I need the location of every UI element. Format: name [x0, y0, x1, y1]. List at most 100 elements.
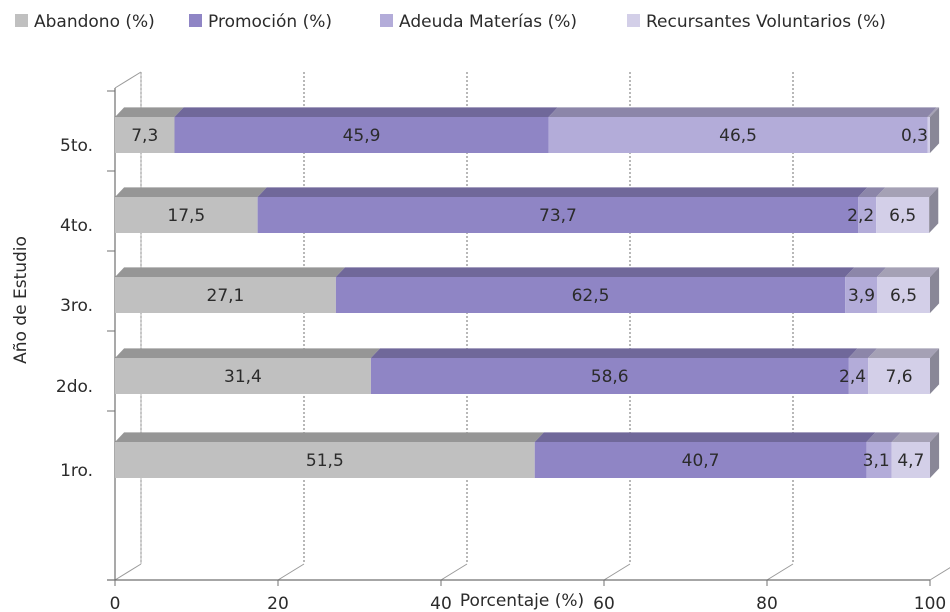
- data-label: 46,5: [719, 126, 757, 146]
- data-label: 6,5: [889, 206, 916, 226]
- bar-top-face: [891, 432, 940, 442]
- bar-segment: [257, 197, 859, 233]
- y-tick-label: 5to.: [60, 136, 93, 156]
- bar-segment: [335, 277, 846, 313]
- bar-segment: [548, 117, 928, 153]
- data-label: 4,7: [897, 451, 924, 471]
- bar-segment: [877, 277, 930, 313]
- bar-top-face: [534, 432, 876, 442]
- x-tick-label: 0: [110, 594, 121, 612]
- legend-item: Promoción (%): [189, 12, 332, 32]
- bar-segment: [115, 197, 258, 233]
- legend-label: Abandono (%): [34, 12, 155, 32]
- bar-top-face: [877, 267, 940, 277]
- legend-swatch: [627, 14, 640, 27]
- data-label: 62,5: [572, 286, 610, 306]
- data-label: 7,3: [131, 126, 158, 146]
- bar-top-face: [866, 432, 901, 442]
- x-tick-label: 40: [430, 594, 452, 612]
- legend-label: Promoción (%): [208, 12, 332, 32]
- data-label: 27,1: [207, 286, 245, 306]
- data-label: 0,3: [901, 126, 928, 146]
- data-label: 3,9: [848, 286, 875, 306]
- bar-end-face: [930, 348, 940, 394]
- bar-segment: [115, 277, 336, 313]
- y-tick-label: 2do.: [56, 377, 93, 397]
- y-tick-label: 4to.: [60, 216, 93, 236]
- bar-top-face: [848, 348, 878, 358]
- data-label: 7,6: [886, 367, 913, 387]
- bar-segment: [845, 277, 878, 313]
- legend-swatch: [380, 14, 393, 27]
- bar-end-face: [930, 107, 940, 153]
- bar-segment: [115, 117, 175, 153]
- bar-top-face: [115, 267, 345, 277]
- data-label: 2,4: [839, 367, 866, 387]
- data-label: 6,5: [890, 286, 917, 306]
- data-label: 51,5: [306, 451, 344, 471]
- bar-top-face: [115, 348, 381, 358]
- legend-item: Recursantes Voluntarios (%): [627, 12, 886, 32]
- x-axis-title: Porcentaje (%): [460, 591, 584, 611]
- data-label: 73,7: [539, 206, 577, 226]
- legend-item: Abandono (%): [15, 12, 155, 32]
- data-label: 2,2: [847, 206, 874, 226]
- data-label: 58,6: [591, 367, 629, 387]
- data-label: 40,7: [682, 451, 720, 471]
- gridlines: [114, 71, 950, 581]
- bar-segment: [115, 358, 371, 394]
- data-label: 31,4: [224, 367, 262, 387]
- data-label: 45,9: [343, 126, 381, 146]
- bar-segment: [370, 358, 849, 394]
- bar-top-face: [927, 107, 940, 117]
- floor-gridline: [603, 563, 631, 581]
- bar-end-face: [929, 187, 939, 233]
- bar-segment: [866, 442, 892, 478]
- legend-item: Adeuda Materías (%): [380, 12, 577, 32]
- bar-top-face: [257, 187, 868, 197]
- bar-segment: [534, 442, 867, 478]
- bar-segment: [848, 358, 869, 394]
- legend-swatch: [189, 14, 202, 27]
- bar-segment: [876, 197, 930, 233]
- bar-end-face: [930, 267, 940, 313]
- bar-segment: [174, 117, 549, 153]
- floor-gridline: [766, 563, 794, 581]
- floor-gridline: [277, 563, 305, 581]
- legend: Abandono (%) Promoción (%) Adeuda Materías…: [15, 12, 886, 32]
- y-axis-title: Año de Estudio: [11, 236, 31, 364]
- bar-top-face: [876, 187, 939, 197]
- axes: 0 20 40 60 80 100 1ro. 2do. 3ro. 4to. 5to.: [56, 88, 946, 612]
- y-tick-label: 3ro.: [60, 296, 93, 316]
- data-label: 3,1: [863, 451, 890, 471]
- bar-segment: [927, 117, 930, 153]
- floor-gridline: [929, 567, 950, 581]
- bar-segment: [858, 197, 877, 233]
- bar-top-face: [845, 267, 887, 277]
- bar-segment: [868, 358, 930, 394]
- y-tick-label: 1ro.: [60, 461, 93, 481]
- data-label: 17,5: [167, 206, 205, 226]
- legend-label: Adeuda Materías (%): [399, 12, 577, 32]
- x-tick-label: 80: [756, 594, 778, 612]
- bar-top-face: [548, 107, 937, 117]
- bar-top-face: [115, 187, 267, 197]
- bar-top-face: [858, 187, 886, 197]
- bar-end-face: [930, 432, 940, 478]
- legend-swatch: [15, 14, 28, 27]
- bar-top-face: [115, 107, 184, 117]
- bars: [115, 107, 940, 478]
- x-tick-label: 100: [914, 594, 946, 612]
- legend-label: Recursantes Voluntarios (%): [646, 12, 886, 32]
- data-labels: 51,5 40,7 3,1 4,7 31,4 58,6 2,4 7,6 27,1 62,5 3,9 6…: [131, 126, 928, 471]
- floor-gridline: [440, 563, 468, 581]
- bar-top-face: [174, 107, 558, 117]
- x-tick-label: 60: [593, 594, 615, 612]
- bar-segment: [891, 442, 930, 478]
- bar-top-face: [868, 348, 940, 358]
- bar-top-face: [370, 348, 858, 358]
- floor-gridline: [114, 563, 142, 581]
- bar-top-face: [335, 267, 855, 277]
- bar-top-face: [115, 432, 544, 442]
